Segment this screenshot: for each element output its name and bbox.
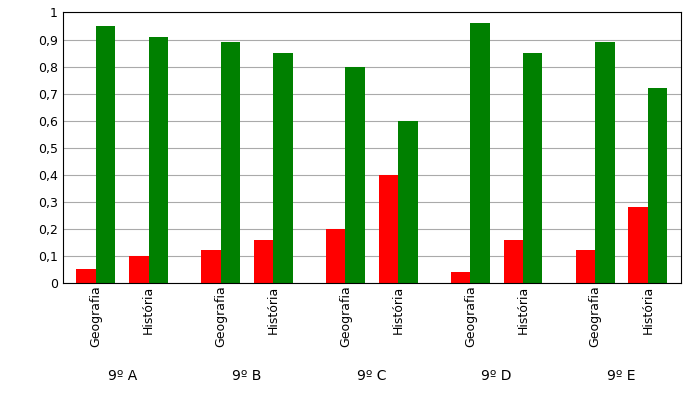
Text: 9º E: 9º E (607, 369, 636, 383)
Bar (129, 256, 149, 283)
Bar (202, 250, 220, 283)
Bar (595, 42, 614, 283)
Text: 9º B: 9º B (232, 369, 262, 383)
Bar (326, 229, 345, 283)
Bar (523, 53, 542, 283)
Bar (220, 42, 240, 283)
Bar (345, 67, 365, 283)
Bar (379, 175, 398, 283)
Bar (504, 240, 523, 283)
Bar (76, 269, 96, 283)
Text: 9º D: 9º D (482, 369, 512, 383)
Bar (149, 37, 168, 283)
Bar (254, 240, 273, 283)
Bar (451, 272, 471, 283)
Bar (628, 207, 648, 283)
Text: 9º A: 9º A (108, 369, 137, 383)
Text: 9º C: 9º C (357, 369, 386, 383)
Bar (273, 53, 293, 283)
Bar (648, 88, 667, 283)
Bar (398, 121, 418, 283)
Bar (575, 250, 595, 283)
Bar (471, 23, 490, 283)
Bar (96, 26, 115, 283)
